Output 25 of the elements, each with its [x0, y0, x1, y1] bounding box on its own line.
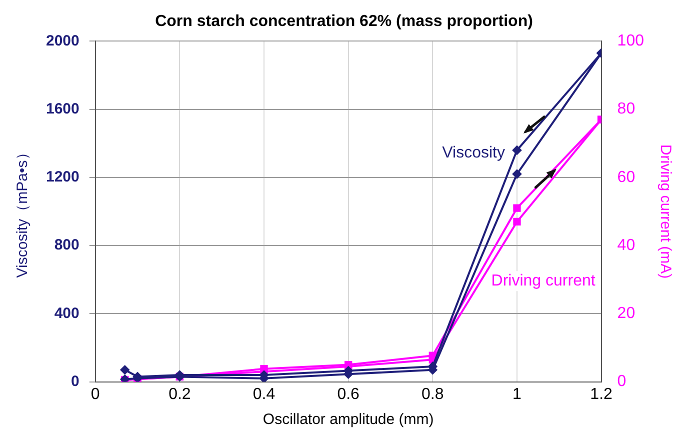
y-tick-label: 400 [54, 304, 80, 322]
y2-tick-label: 80 [617, 100, 636, 118]
x-tick-label: 0 [90, 386, 100, 403]
series-label: Driving current [491, 272, 596, 290]
y2-tick-label: 0 [617, 373, 626, 390]
y-tick-label: 1200 [46, 168, 80, 186]
series-label: Viscosity [442, 144, 505, 162]
y2-tick-label: 20 [617, 305, 636, 322]
x-tick-label: 0.4 [252, 386, 276, 403]
y2-axis-title: Driving current (mA) [656, 144, 674, 279]
y-axis-title: Viscosity（mPa•s） [14, 145, 32, 278]
y-tick-label: 1600 [46, 100, 80, 118]
y2-tick-label: 60 [617, 168, 636, 186]
x-tick-label: 1 [512, 386, 522, 403]
y-tick-label: 0 [71, 372, 80, 390]
x-tick-label: 0.6 [337, 386, 360, 403]
y-tick-label: 800 [54, 236, 80, 254]
x-tick-label: 1.2 [590, 386, 613, 403]
x-tick-label: 0.2 [168, 386, 191, 403]
y2-tick-label: 40 [617, 236, 636, 254]
x-tick-label: 0.8 [422, 386, 444, 403]
y-tick-label: 2000 [46, 32, 80, 50]
x-axis-title: Oscillator amplitude (mm) [262, 411, 434, 428]
chart-title: Corn starch concentration 62% (mass proportion) [155, 13, 533, 30]
y2-tick-label: 100 [617, 32, 644, 50]
